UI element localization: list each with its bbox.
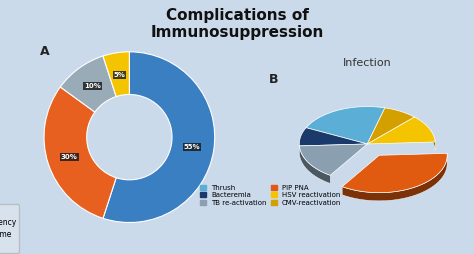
Polygon shape bbox=[299, 128, 367, 146]
Wedge shape bbox=[103, 52, 215, 223]
Text: A: A bbox=[40, 45, 49, 58]
Text: 10%: 10% bbox=[84, 83, 100, 89]
Polygon shape bbox=[300, 146, 330, 183]
Polygon shape bbox=[299, 128, 306, 154]
Text: 55%: 55% bbox=[183, 144, 200, 150]
Wedge shape bbox=[103, 52, 129, 97]
Polygon shape bbox=[306, 107, 385, 144]
Wedge shape bbox=[60, 56, 116, 112]
Wedge shape bbox=[44, 87, 116, 218]
Polygon shape bbox=[342, 153, 447, 193]
Legend: Infection, Adrenal insufficiency, Cushings syndrome, Mania: Infection, Adrenal insufficiency, Cushin… bbox=[0, 204, 19, 253]
Text: B: B bbox=[269, 73, 278, 86]
Legend: Thrush, Bacteremia, TB re-activation, PIP PNA, HSV reactivation, CMV-reactivatio: Thrush, Bacteremia, TB re-activation, PI… bbox=[197, 182, 344, 209]
Text: 5%: 5% bbox=[114, 72, 126, 78]
Text: Complications of
Immunosuppression: Complications of Immunosuppression bbox=[150, 8, 324, 40]
Polygon shape bbox=[367, 117, 435, 144]
Polygon shape bbox=[342, 153, 447, 201]
Polygon shape bbox=[300, 144, 367, 175]
Text: 30%: 30% bbox=[61, 154, 78, 160]
Polygon shape bbox=[414, 117, 435, 150]
Title: Infection: Infection bbox=[343, 58, 392, 68]
Polygon shape bbox=[367, 108, 414, 144]
